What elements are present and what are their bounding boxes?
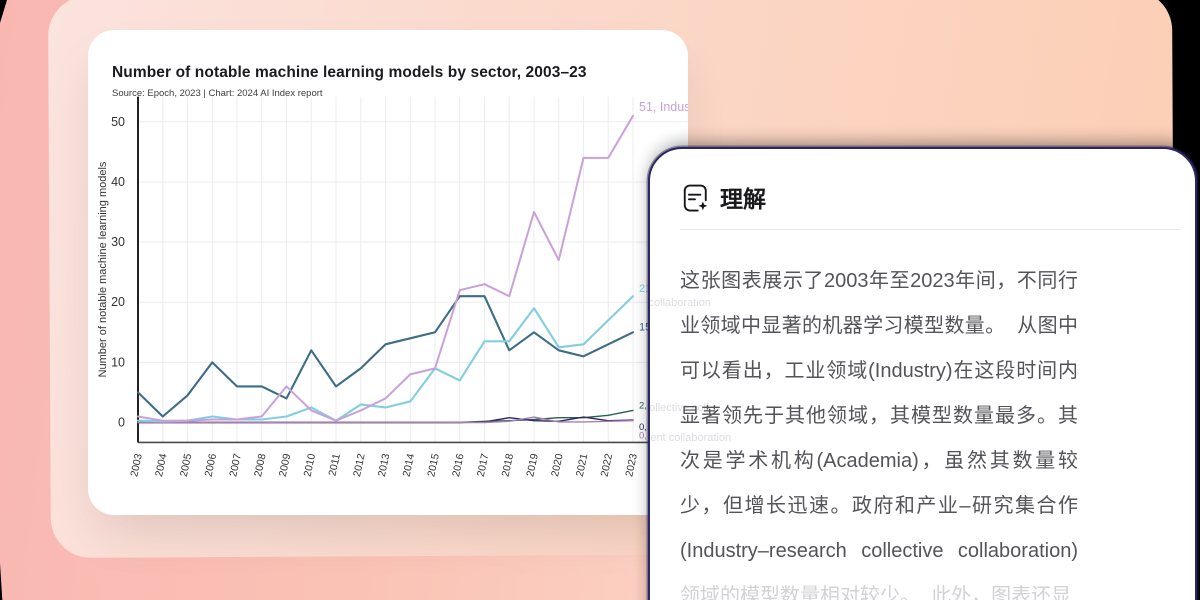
svg-text:2016: 2016 bbox=[450, 452, 467, 477]
svg-text:2023: 2023 bbox=[623, 452, 640, 477]
svg-text:2003: 2003 bbox=[128, 452, 145, 477]
svg-text:2022: 2022 bbox=[599, 452, 616, 477]
svg-text:2004: 2004 bbox=[153, 452, 170, 477]
svg-text:2005: 2005 bbox=[178, 452, 195, 477]
svg-text:51, Industry: 51, Industry bbox=[639, 100, 688, 114]
svg-text:2021: 2021 bbox=[574, 452, 591, 477]
svg-text:2017: 2017 bbox=[475, 452, 492, 477]
svg-text:0: 0 bbox=[118, 416, 125, 430]
svg-text:30: 30 bbox=[111, 235, 125, 249]
svg-text:2009: 2009 bbox=[277, 452, 294, 477]
svg-text:50: 50 bbox=[111, 115, 125, 129]
svg-text:2007: 2007 bbox=[227, 452, 244, 477]
svg-text:2006: 2006 bbox=[203, 452, 220, 477]
svg-text:2010: 2010 bbox=[302, 452, 319, 477]
svg-text:2018: 2018 bbox=[500, 452, 517, 477]
svg-text:10: 10 bbox=[111, 355, 125, 369]
svg-text:2020: 2020 bbox=[549, 452, 566, 477]
svg-text:40: 40 bbox=[111, 175, 125, 189]
svg-text:2012: 2012 bbox=[351, 452, 368, 477]
svg-text:2014: 2014 bbox=[401, 452, 418, 477]
svg-text:Number of notable machine lear: Number of notable machine learning model… bbox=[97, 161, 109, 377]
svg-text:2015: 2015 bbox=[425, 452, 442, 477]
svg-text:2019: 2019 bbox=[524, 452, 541, 477]
svg-text:20: 20 bbox=[111, 295, 125, 309]
svg-text:2008: 2008 bbox=[252, 452, 269, 477]
svg-text:2013: 2013 bbox=[376, 452, 393, 477]
svg-text:2011: 2011 bbox=[326, 452, 342, 477]
